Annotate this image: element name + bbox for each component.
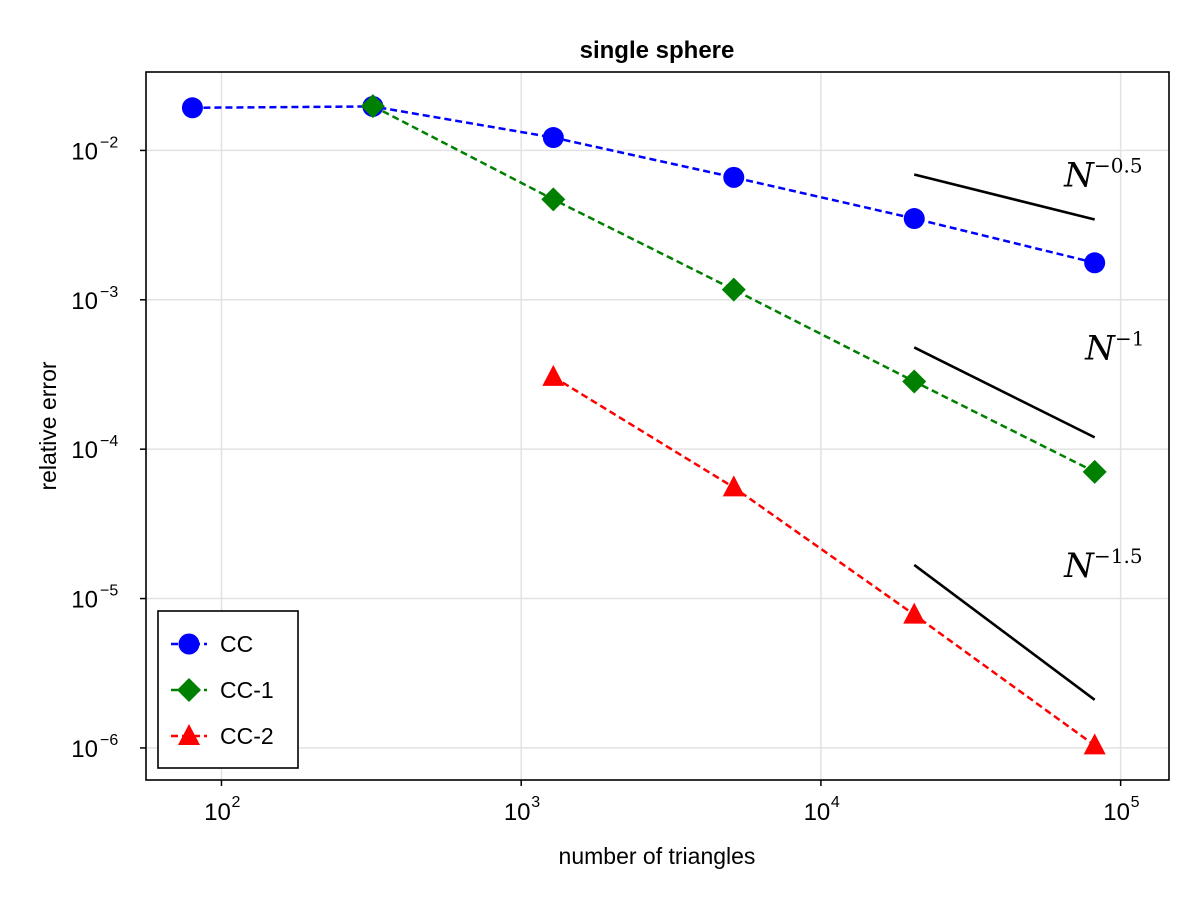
legend-item-cc-2: CC-2 xyxy=(171,723,274,749)
grid-lines xyxy=(146,72,1169,780)
y-tick-label: 10 −2 xyxy=(71,134,118,165)
x-tick-label-base: 10 xyxy=(804,799,831,826)
data-point xyxy=(1084,252,1106,274)
y-tick-label-base: 10 xyxy=(71,288,98,315)
data-point xyxy=(1082,459,1107,484)
x-axis-ticks: 10 2 10 3 10 4 10 5 xyxy=(204,780,1140,826)
y-tick-label-exponent: −2 xyxy=(100,134,118,151)
data-point xyxy=(903,208,925,230)
legend-label: CC-1 xyxy=(220,677,274,703)
y-tick-label: 10 −6 xyxy=(71,732,118,763)
x-tick-label-exponent: 5 xyxy=(1131,794,1140,811)
y-tick-label-base: 10 xyxy=(71,437,98,464)
data-point xyxy=(542,364,565,386)
series-line xyxy=(552,375,1096,747)
data-point xyxy=(903,602,926,624)
legend-swatch-marker xyxy=(177,678,201,702)
y-tick-label-base: 10 xyxy=(71,736,98,763)
reference-line-label: N −0.5 xyxy=(1063,154,1142,196)
y-axis-ticks: 10−210−310−410−510−6 xyxy=(71,134,146,763)
y-tick-label-base: 10 xyxy=(71,587,98,614)
data-point xyxy=(542,127,564,149)
data-point xyxy=(541,187,566,212)
x-tick-label-base: 10 xyxy=(1103,799,1130,826)
series-cc-1 xyxy=(360,94,1107,484)
y-tick-label: 10 −5 xyxy=(71,583,118,614)
legend-label: CC xyxy=(220,631,253,657)
reference-line xyxy=(913,173,1095,221)
x-tick-label-exponent: 2 xyxy=(231,794,240,811)
reference-line-label: N −1.5 xyxy=(1063,544,1142,586)
data-series xyxy=(181,94,1107,755)
y-tick-label-exponent: −5 xyxy=(100,583,118,600)
legend-item-cc-1: CC-1 xyxy=(171,677,274,703)
legend-label: CC-2 xyxy=(220,723,274,749)
x-tick-label: 10 4 xyxy=(804,794,840,826)
y-tick-label-exponent: −4 xyxy=(100,433,118,450)
legend-swatch-marker xyxy=(178,633,200,655)
reference-label-exponent: −1.5 xyxy=(1094,544,1143,568)
plot-frame xyxy=(145,71,1170,781)
legend: CC CC-1 CC-2 xyxy=(157,610,299,769)
data-point xyxy=(723,166,745,188)
reference-slope-lines: N −0.5N −1N −1.5 xyxy=(913,154,1144,701)
reference-label-base: N xyxy=(1063,546,1095,586)
y-tick-label: 10 −3 xyxy=(71,284,118,315)
reference-line-label: N −1 xyxy=(1084,326,1144,368)
x-tick-label: 10 5 xyxy=(1103,794,1139,826)
x-tick-label-exponent: 3 xyxy=(531,794,540,811)
reference-label-exponent: −0.5 xyxy=(1094,154,1143,178)
series-line xyxy=(372,104,1096,473)
data-point xyxy=(722,475,745,497)
y-tick-label-exponent: −3 xyxy=(100,284,118,301)
x-tick-label: 10 3 xyxy=(504,794,540,826)
series-cc-2 xyxy=(542,364,1106,755)
x-axis-label: number of triangles xyxy=(559,843,756,869)
x-tick-label-exponent: 4 xyxy=(831,794,840,811)
x-tick-label: 10 2 xyxy=(204,794,240,826)
y-axis-label: relative error xyxy=(35,361,61,490)
y-tick-label: 10 −4 xyxy=(71,433,118,464)
y-tick-label-exponent: −6 xyxy=(100,732,118,749)
data-point xyxy=(1083,733,1106,755)
data-point xyxy=(181,97,203,119)
chart-title: single sphere xyxy=(580,37,735,64)
series-line xyxy=(192,105,1095,264)
legend-item-cc: CC xyxy=(171,631,253,657)
reference-label-base: N xyxy=(1063,156,1095,196)
reference-line xyxy=(913,563,1096,701)
x-tick-label-base: 10 xyxy=(204,799,231,826)
data-point xyxy=(902,369,927,394)
y-tick-label-base: 10 xyxy=(71,138,98,165)
reference-label-exponent: −1 xyxy=(1115,326,1144,350)
data-point xyxy=(360,94,385,119)
x-tick-label-base: 10 xyxy=(504,799,531,826)
reference-label-base: N xyxy=(1084,328,1116,368)
legend-swatch-marker xyxy=(178,724,200,745)
reference-line xyxy=(913,346,1096,439)
data-point xyxy=(721,277,746,302)
